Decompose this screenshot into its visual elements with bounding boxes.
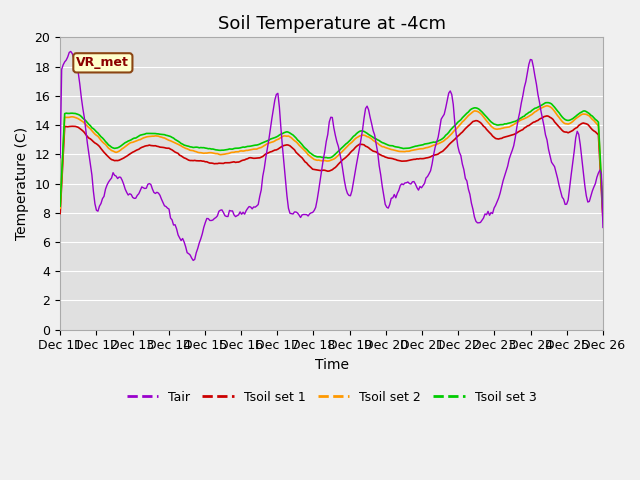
X-axis label: Time: Time xyxy=(314,358,349,372)
Legend: Tair, Tsoil set 1, Tsoil set 2, Tsoil set 3: Tair, Tsoil set 1, Tsoil set 2, Tsoil se… xyxy=(122,385,541,408)
Text: VR_met: VR_met xyxy=(76,56,129,69)
Y-axis label: Temperature (C): Temperature (C) xyxy=(15,127,29,240)
Title: Soil Temperature at -4cm: Soil Temperature at -4cm xyxy=(218,15,445,33)
